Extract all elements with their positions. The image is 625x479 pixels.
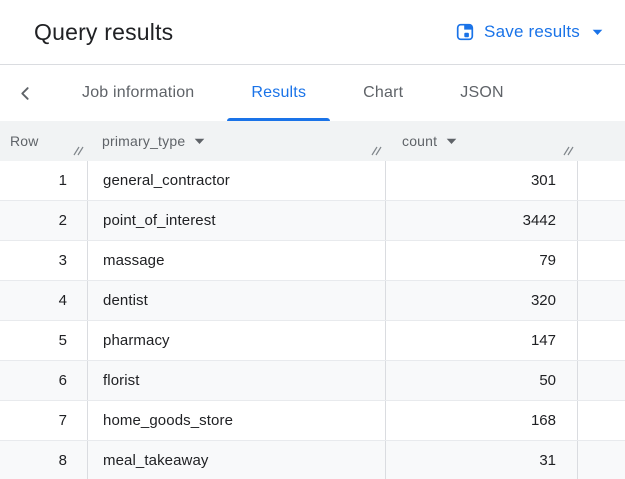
table-row: 7 home_goods_store 168 <box>0 401 625 441</box>
column-header-primary-type: primary_type <box>88 121 386 161</box>
primary-type-cell: general_contractor <box>88 161 386 200</box>
table-body: 1 general_contractor 301 2 point_of_inte… <box>0 161 625 479</box>
save-icon <box>456 23 474 41</box>
column-resize-handle[interactable] <box>370 144 382 156</box>
row-number-cell: 5 <box>0 321 88 360</box>
titlebar: Query results Save results <box>0 0 625 64</box>
count-cell: 79 <box>386 241 578 280</box>
primary-type-cell: florist <box>88 361 386 400</box>
table-row: 3 massage 79 <box>0 241 625 281</box>
chevron-left-icon <box>18 86 33 101</box>
column-label: primary_type <box>102 133 186 149</box>
column-label: Row <box>10 133 39 149</box>
row-number-cell: 7 <box>0 401 88 440</box>
column-resize-handle[interactable] <box>562 144 574 156</box>
spacer-cell <box>578 441 625 479</box>
table-header-row: Row primary_type count <box>0 121 625 161</box>
tab-label: Job information <box>82 84 195 101</box>
count-cell: 168 <box>386 401 578 440</box>
spacer-cell <box>578 201 625 240</box>
column-header-spacer <box>578 121 625 161</box>
spacer-cell <box>578 361 625 400</box>
save-results-label: Save results <box>484 22 580 41</box>
primary-type-cell: home_goods_store <box>88 401 386 440</box>
caret-down-icon <box>592 29 603 36</box>
count-cell: 301 <box>386 161 578 200</box>
row-number-cell: 1 <box>0 161 88 200</box>
column-menu-caret-icon[interactable] <box>194 138 205 145</box>
row-number-cell: 4 <box>0 281 88 320</box>
tab-chart[interactable]: Chart <box>339 65 427 121</box>
row-number-cell: 3 <box>0 241 88 280</box>
primary-type-cell: point_of_interest <box>88 201 386 240</box>
page-title: Query results <box>34 18 174 45</box>
tab-label: JSON <box>460 84 504 101</box>
results-tabbar: Job information Results Chart JSON <box>0 64 625 121</box>
row-number-cell: 2 <box>0 201 88 240</box>
table-row: 1 general_contractor 301 <box>0 161 625 201</box>
table-row: 6 florist 50 <box>0 361 625 401</box>
row-number-cell: 6 <box>0 361 88 400</box>
spacer-cell <box>578 281 625 320</box>
tab-label: Results <box>251 84 307 101</box>
column-resize-handle[interactable] <box>72 144 84 156</box>
count-cell: 3442 <box>386 201 578 240</box>
primary-type-cell: pharmacy <box>88 321 386 360</box>
spacer-cell <box>578 321 625 360</box>
scroll-tabs-left-button[interactable] <box>10 65 40 121</box>
count-cell: 50 <box>386 361 578 400</box>
row-number-cell: 8 <box>0 441 88 479</box>
tab-results[interactable]: Results <box>227 65 330 121</box>
table-row: 8 meal_takeaway 31 <box>0 441 625 479</box>
spacer-cell <box>578 161 625 200</box>
count-cell: 320 <box>386 281 578 320</box>
count-cell: 147 <box>386 321 578 360</box>
column-header-row-number: Row <box>0 121 88 161</box>
tab-label: Chart <box>363 84 404 101</box>
column-label: count <box>402 133 438 149</box>
save-results-button[interactable]: Save results <box>456 22 603 42</box>
primary-type-cell: dentist <box>88 281 386 320</box>
table-row: 5 pharmacy 147 <box>0 321 625 361</box>
primary-type-cell: massage <box>88 241 386 280</box>
tab-job-information[interactable]: Job information <box>58 65 218 121</box>
count-cell: 31 <box>386 441 578 479</box>
spacer-cell <box>578 241 625 280</box>
primary-type-cell: meal_takeaway <box>88 441 386 479</box>
spacer-cell <box>578 401 625 440</box>
column-menu-caret-icon[interactable] <box>446 138 457 145</box>
column-header-count: count <box>386 121 578 161</box>
table-row: 4 dentist 320 <box>0 281 625 321</box>
tab-json[interactable]: JSON <box>436 65 527 121</box>
table-row: 2 point_of_interest 3442 <box>0 201 625 241</box>
